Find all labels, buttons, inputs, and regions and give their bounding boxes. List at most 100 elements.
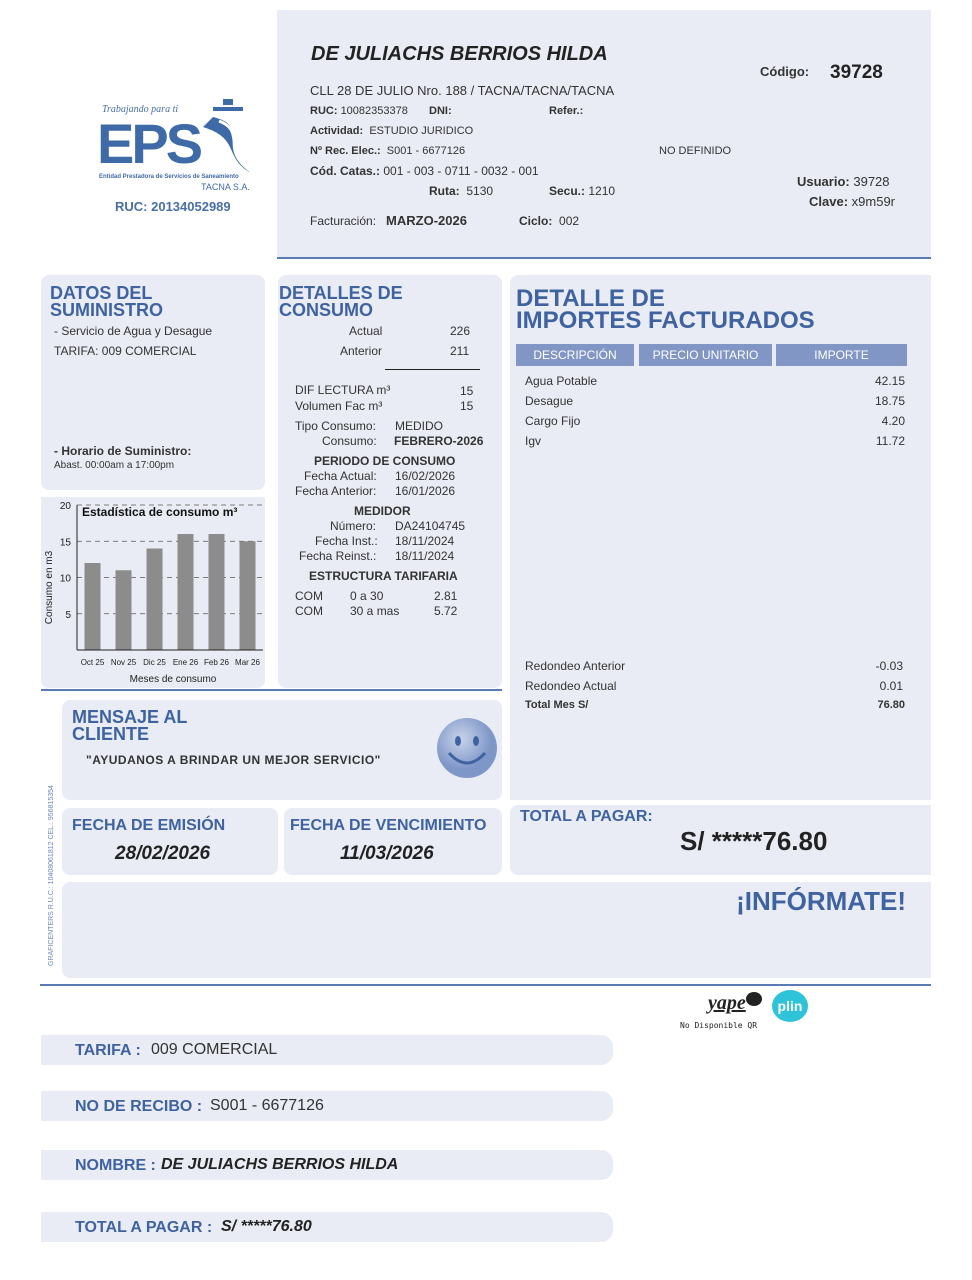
secu-value: 1210	[588, 184, 616, 198]
tarifa-range: 0 a 30	[350, 589, 384, 603]
tarifa-cat: COM	[295, 604, 323, 618]
divider	[40, 984, 931, 986]
y-tick-label: 5	[65, 610, 71, 621]
bar	[177, 534, 194, 650]
clave-value: x9m59r	[851, 194, 896, 209]
fa-label: Fecha Actual:	[304, 469, 377, 483]
fr-value: 18/11/2024	[395, 549, 455, 563]
due-panel	[284, 808, 502, 875]
catas-label: Cód. Catas.:	[310, 164, 381, 178]
consumo-value: FEBRERO-2026	[394, 434, 484, 448]
tarifa-range: 30 a mas	[350, 604, 400, 618]
ruc-value: 10082353378	[340, 105, 408, 117]
col-descripcion: DESCRIPCIÓN	[516, 344, 634, 366]
logo-tagline: Trabajando para ti	[102, 104, 179, 115]
consumption-chart: 5 10 15 20 Oct 25 Nov 25 Dic 25 Ene 26 Feb 26 Mar…	[44, 501, 263, 685]
total-panel	[510, 805, 931, 875]
dif-label: DIF LECTURA m³	[295, 383, 391, 397]
dni-label: DNI:	[429, 105, 452, 117]
facturacion-label: Facturación:	[310, 214, 377, 228]
logo-letters: EPS	[97, 112, 203, 175]
redondeo-act-label: Redondeo Actual	[525, 679, 617, 693]
x-tick-label: Dic 25	[143, 658, 166, 667]
actual-label: Actual	[349, 324, 383, 338]
qr-unavailable: No Disponible QR	[680, 1021, 758, 1030]
x-tick-label: Nov 25	[111, 658, 137, 667]
rec-label: Nº Rec. Elec.:	[310, 145, 381, 157]
charge-amount: 4.20	[881, 414, 905, 428]
x-tick-label: Ene 26	[173, 658, 199, 667]
total-label: TOTAL A PAGAR:	[520, 808, 653, 825]
x-tick-label: Mar 26	[235, 658, 260, 667]
supply-panel	[41, 275, 265, 490]
chart-title: Estadística de consumo m³	[82, 505, 237, 519]
redondeo-ant-value: -0.03	[875, 659, 903, 673]
periodo-title: PERIODO DE CONSUMO	[314, 454, 456, 468]
actual-value: 226	[450, 324, 471, 338]
consumo-label: Consumo:	[322, 434, 377, 448]
clave-label: Clave:	[809, 194, 849, 209]
total-value: S/ *****76.80	[680, 826, 828, 856]
sum-line	[385, 369, 480, 370]
footer-nombre: NOMBRE : DE JULIACHS BERRIOS HILDA	[41, 1150, 613, 1180]
tarifa-cat: COM	[295, 589, 323, 603]
bar	[115, 570, 132, 650]
refer-label: Refer.:	[549, 105, 584, 117]
bar	[239, 541, 256, 650]
address: CLL 28 DE JULIO Nro. 188 / TACNA/TACNA/T…	[310, 83, 615, 98]
fan-value: 16/01/2026	[395, 484, 456, 498]
tipo-label: Tipo Consumo:	[295, 419, 376, 433]
vol-value: 15	[460, 399, 474, 413]
rec-value: S001 - 6677126	[386, 145, 466, 157]
servicio: - Servicio de Agua y Desague	[54, 324, 213, 338]
divider	[41, 689, 502, 691]
supply-title: DATOS DEL SUMINISTRO	[50, 283, 164, 320]
logo-entity: Entidad Prestadora de Servicios de Sanea…	[99, 174, 239, 180]
ruta-label: Ruta:	[429, 184, 460, 198]
total-mes-value: 76.80	[877, 699, 905, 711]
actividad-value: ESTUDIO JURIDICO	[369, 125, 474, 137]
ruc-label: RUC:	[310, 105, 338, 117]
x-axis-label: Meses de consumo	[130, 674, 217, 685]
charge-description: Igv	[525, 434, 542, 448]
vol-label: Volumen Fac m³	[295, 399, 383, 413]
message-title: MENSAJE AL CLIENTE	[72, 707, 188, 744]
charge-description: Desague	[525, 394, 574, 408]
emission-panel	[62, 808, 278, 875]
bar	[208, 534, 225, 650]
usuario-value: 39728	[853, 174, 890, 189]
charge-amount: 18.75	[874, 394, 905, 408]
info-panel	[62, 882, 931, 978]
col-importe: IMPORTE	[776, 344, 907, 366]
fi-value: 18/11/2024	[395, 534, 455, 548]
charges-title: DETALLE DE IMPORTES FACTURADOS	[516, 285, 815, 335]
fa-value: 16/02/2026	[395, 469, 456, 483]
emission-label: FECHA DE EMISIÓN	[72, 817, 226, 834]
customer-name: DE JULIACHS BERRIOS HILDA	[311, 43, 608, 65]
consumption-panel	[278, 275, 502, 688]
info-title: ¡INFÓRMATE!	[736, 886, 906, 916]
footer-recibo: NO DE RECIBO : S001 - 6677126	[41, 1091, 613, 1121]
codigo-value: 39728	[830, 62, 883, 83]
footer-tarifa: TARIFA :009 COMERCIAL	[41, 1035, 613, 1065]
dif-value: 15	[460, 384, 474, 398]
logo-ruc: RUC: 20134052989	[115, 199, 231, 214]
tarifa: TARIFA: 009 COMERCIAL	[54, 344, 197, 358]
consumption-title: DETALLES DE CONSUMO	[279, 283, 403, 320]
col-precio: PRECIO UNITARIO	[639, 344, 772, 366]
bar	[146, 548, 163, 650]
customer-header-panel	[277, 10, 931, 258]
y-axis-label: Consumo en m3	[44, 550, 55, 624]
message-text: "AYUDANOS A BRINDAR UN MEJOR SERVICIO"	[86, 753, 381, 767]
facturacion-value: MARZO-2026	[386, 213, 467, 228]
redondeo-act-value: 0.01	[879, 679, 903, 693]
num-label: Número:	[330, 519, 377, 533]
charge-amount: 42.15	[874, 374, 905, 388]
anterior-label: Anterior	[340, 344, 383, 358]
fan-label: Fecha Anterior:	[295, 484, 377, 498]
logo-company: TACNA S.A.	[201, 182, 250, 192]
emission-date: 28/02/2026	[115, 843, 211, 864]
estructura-title: ESTRUCTURA TARIFARIA	[309, 569, 458, 583]
due-date: 11/03/2026	[340, 843, 434, 864]
anterior-value: 211	[450, 344, 470, 358]
